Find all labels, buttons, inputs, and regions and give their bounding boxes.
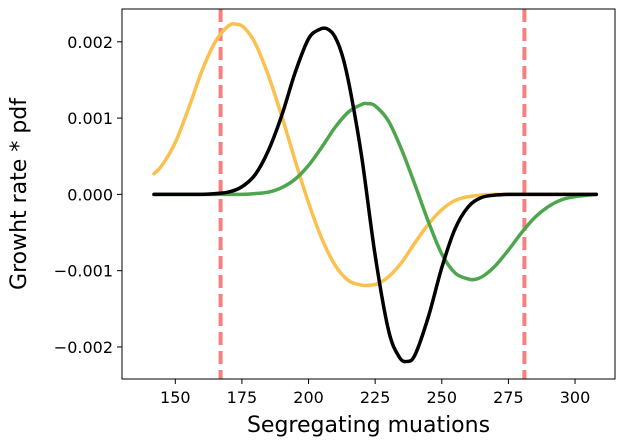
y-axis-label: Growht rate * pdf: [7, 97, 32, 290]
y-tick-label: 0.002: [67, 33, 113, 52]
y-tick-label: 0.001: [67, 109, 113, 128]
y-tick-label: 0.000: [67, 185, 113, 204]
x-tick-label: 150: [160, 388, 191, 407]
y-tick-label: −0.001: [54, 262, 113, 281]
series-line-2: [152, 101, 599, 282]
y-tick-label: −0.002: [54, 338, 113, 357]
x-axis-label: Segregating muations: [247, 413, 490, 438]
x-tick-label: 250: [427, 388, 458, 407]
x-tick-label: 275: [493, 388, 524, 407]
x-tick-label: 175: [227, 388, 258, 407]
x-tick-label: 225: [360, 388, 391, 407]
x-tick-label: 200: [293, 388, 324, 407]
x-tick-label: 300: [560, 388, 591, 407]
series-line-3: [152, 26, 599, 364]
